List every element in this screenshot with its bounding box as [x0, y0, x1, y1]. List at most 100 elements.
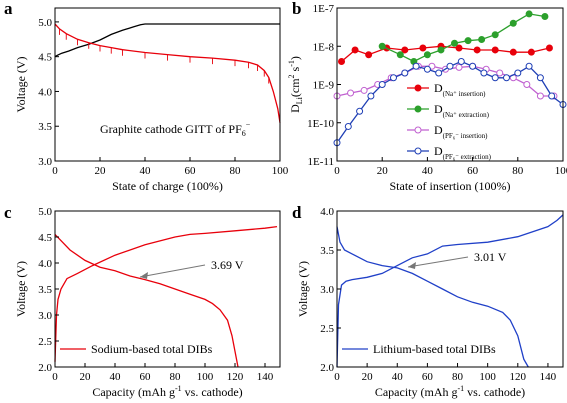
annotation-arrow	[407, 256, 469, 268]
y-axis-label: DLi(cm2 s-1)	[287, 56, 304, 113]
x-axis-label-main: Capacity (mAh g	[92, 385, 175, 399]
y-tick-label: 3.0	[38, 156, 52, 168]
data-point-b-0	[473, 46, 481, 54]
data-point-b-1	[423, 51, 431, 59]
data-point-b-0	[509, 48, 517, 56]
y-tick-label: 4.0	[320, 206, 334, 218]
data-point-b-3	[525, 62, 533, 70]
data-point-b-3	[390, 74, 397, 82]
y-axis-label-sub: Li	[295, 96, 304, 104]
x-tick-label: 40	[392, 371, 404, 383]
x-tick-label: 100	[555, 165, 567, 177]
data-point-b-0	[401, 46, 409, 54]
legend-entry-name: D	[434, 123, 443, 137]
x-tick-label: 0	[334, 165, 340, 177]
legend-entry-sub: (Na⁺ insertion)	[443, 90, 486, 98]
legend-entry-sub: (Na⁺ extraction)	[443, 111, 490, 119]
data-point-b-3	[344, 122, 352, 130]
x-tick-label: 60	[422, 371, 434, 383]
series-line-d-1	[336, 226, 529, 368]
x-tick-label: 40	[140, 165, 152, 177]
x-axis-label-end: vs. cathode)	[182, 385, 243, 399]
data-point-b-1	[509, 19, 517, 27]
data-point-b-3	[536, 74, 544, 82]
y-axis-label-unit-sup: 2	[287, 74, 296, 78]
x-axis-label-main: State of insertion (100%)	[390, 179, 511, 193]
y-tick-label: 2.0	[320, 362, 334, 374]
chart-panel-d: 0 20 40 60 80 100 120 140 2.0 2.5 3.0 3.5 4.0 Capacit…	[296, 206, 564, 399]
series-line-b-0	[341, 45, 550, 62]
legend-marker	[414, 84, 422, 92]
y-axis-label-unit: (cm	[288, 78, 302, 97]
data-point-b-0	[545, 44, 553, 52]
legend-entry: Lithium-based total DIBs	[373, 342, 496, 356]
panel-letter-c: c	[4, 203, 12, 222]
x-tick-label: 0	[52, 165, 58, 177]
y-tick-label: 1E-7	[313, 3, 335, 15]
x-tick-label: 100	[479, 371, 496, 383]
data-point-b-3	[469, 62, 477, 70]
data-point-b-1	[525, 10, 533, 18]
legend-entry: D(PF₆⁻ extraction)	[434, 144, 492, 161]
chart-panel-b: 0 20 40 60 80 100 1E-11 1E-10 1E-9 1E-8 1E-7 State …	[287, 3, 567, 193]
data-point-b-1	[378, 42, 386, 50]
x-axis-label-main: State of charge (100%)	[112, 179, 223, 193]
legend-marker	[414, 126, 422, 134]
y-axis-label: Voltage (V)	[14, 261, 28, 317]
data-point-b-1	[478, 36, 486, 44]
legend-entry-name: D	[434, 144, 443, 158]
x-tick-label: 100	[272, 165, 289, 177]
data-point-b-3	[514, 69, 522, 77]
y-axis-label-unit-end: )	[288, 56, 302, 60]
chart-annotation-sup: −	[246, 120, 251, 129]
data-point-b-3	[423, 65, 431, 73]
y-tick-label: 3.5	[38, 284, 52, 296]
x-tick-label: 140	[257, 371, 274, 383]
x-tick-label: 80	[512, 165, 524, 177]
data-point-b-1	[437, 46, 445, 54]
panel-letter-b: b	[292, 0, 301, 18]
chart-annotation-sub: 6	[242, 129, 246, 138]
data-point-b-0	[338, 57, 346, 65]
legend-entry-sub: (PF₆⁻ insertion)	[443, 132, 488, 140]
y-tick-label: 2.0	[38, 362, 52, 374]
chart-annotation: 3.69 V	[211, 258, 244, 272]
y-tick-label: 2.5	[320, 323, 334, 335]
x-tick-label: 0	[52, 371, 58, 383]
data-point-b-2	[360, 86, 368, 94]
data-point-b-0	[351, 46, 359, 54]
x-tick-label: 20	[362, 371, 374, 383]
legend-entry-name: D	[434, 81, 443, 95]
x-tick-label: 20	[377, 165, 389, 177]
data-point-b-0	[455, 44, 463, 52]
data-point-b-2	[536, 92, 544, 100]
y-tick-label: 4.5	[38, 52, 52, 64]
series-line-d-0	[336, 214, 564, 368]
y-tick-label: 1E-10	[307, 118, 334, 130]
y-tick-label: 5.0	[38, 206, 52, 218]
x-tick-label: 80	[230, 165, 242, 177]
y-axis-label-main: Voltage (V)	[14, 261, 28, 317]
x-axis-label: Capacity (mAh g-1 vs. cathode)	[375, 384, 525, 399]
y-tick-label: 4.0	[38, 258, 52, 270]
x-tick-label: 100	[197, 371, 214, 383]
legend-marker	[414, 147, 422, 155]
y-tick-label: 2.5	[38, 336, 52, 348]
data-point-b-1	[464, 37, 472, 45]
chart-annotation-main: Graphite cathode GITT of PF	[100, 122, 242, 136]
legend-entry-name: D	[434, 102, 443, 116]
data-point-b-3	[491, 74, 499, 82]
series-line-a-0	[54, 23, 280, 58]
data-point-b-0	[527, 48, 535, 56]
data-point-b-1	[396, 51, 404, 59]
y-tick-label: 1E-11	[308, 156, 334, 168]
legend-entry: D(Na⁺ extraction)	[434, 102, 490, 119]
series-line-c-0	[54, 225, 278, 362]
panel-letter-a: a	[4, 0, 13, 18]
x-tick-label: 120	[510, 371, 527, 383]
data-point-b-0	[491, 46, 499, 54]
legend-entry: D(PF₆⁻ insertion)	[434, 123, 488, 140]
y-tick-label: 4.0	[38, 86, 52, 98]
chart-panel-c: 0 20 40 60 80 100 120 140 2.0 2.5 3.0 3.5 4.0 4.5 5.0 C…	[14, 206, 281, 399]
